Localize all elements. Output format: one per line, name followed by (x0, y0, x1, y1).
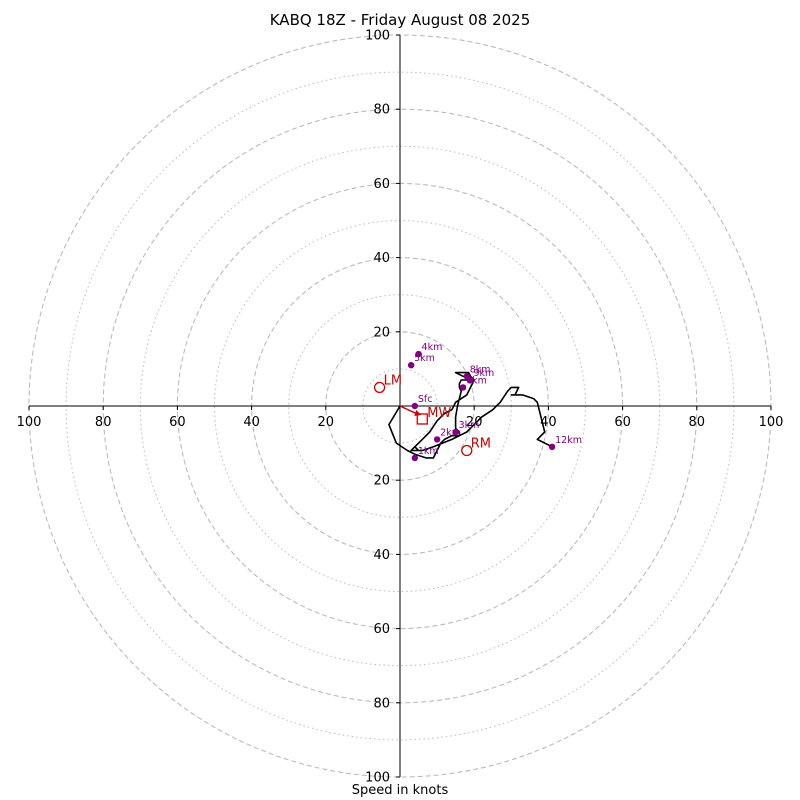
height-marker-6km (459, 384, 467, 391)
height-marker-label: 3km (459, 420, 480, 431)
y-tick-label: 80 (373, 696, 390, 711)
height-marker-label: Sfc (418, 394, 433, 405)
storm-motion-label: RM (471, 437, 491, 452)
x-tick-label: 100 (17, 415, 42, 430)
x-axis-label: Speed in knots (351, 783, 449, 798)
height-marker-label: 8km (470, 364, 491, 375)
height-marker-label: 6km (466, 375, 487, 386)
height-marker-5km (407, 361, 415, 369)
x-tick-label: 60 (614, 415, 631, 430)
y-tick-label: 40 (373, 251, 390, 266)
x-tick-label: 40 (243, 415, 260, 430)
x-tick-label: 20 (466, 415, 483, 430)
wind-trace-line (388, 371, 553, 459)
height-marker-4km (415, 350, 422, 358)
storm-motion-label: LM (384, 373, 402, 388)
chart-title: KABQ 18Z - Friday August 08 2025 (269, 11, 531, 29)
height-marker-12km (548, 443, 556, 451)
height-marker-sfc (411, 402, 419, 410)
x-tick-label: 80 (689, 415, 706, 430)
y-tick-label: 100 (365, 771, 390, 786)
y-tick-label: 60 (373, 622, 390, 637)
storm-motion-rm-marker (461, 444, 473, 457)
height-marker-label: 4km (422, 342, 443, 353)
height-marker-label: 2km (440, 427, 461, 438)
y-tick-label: 80 (373, 103, 390, 118)
height-marker-label: 1km (418, 446, 439, 457)
y-tick-label: 20 (373, 325, 390, 340)
wind-trace (388, 371, 553, 459)
y-tick-label: 100 (365, 29, 390, 44)
x-tick-label: 40 (540, 415, 557, 430)
storm-motion-label: MW (427, 406, 451, 421)
y-tick-label: 60 (373, 177, 390, 192)
x-tick-label: 100 (759, 415, 784, 430)
height-marker-label: 5km (414, 353, 435, 364)
y-tick-label: 40 (373, 548, 390, 563)
y-tick-label: 20 (373, 474, 390, 489)
x-tick-label: 20 (318, 415, 335, 430)
height-marker-9km (467, 376, 474, 384)
tick-labels: 100 80 60 40 20 20 40 60 80 100 100 80 60 40 20 20 40 60 8… (17, 29, 784, 786)
height-marker-2km (433, 436, 441, 443)
x-tick-label: 60 (169, 415, 186, 430)
height-marker-label: 12km (555, 435, 582, 446)
storm-motion: LM RM MW (373, 373, 491, 457)
storm-motion-lm-marker (373, 381, 386, 394)
mean-wind-marker (416, 413, 428, 425)
height-marker-label: 9km (473, 368, 494, 379)
height-marker-3km (452, 428, 459, 436)
height-marker-1km (411, 454, 419, 462)
x-tick-label: 80 (95, 415, 112, 430)
